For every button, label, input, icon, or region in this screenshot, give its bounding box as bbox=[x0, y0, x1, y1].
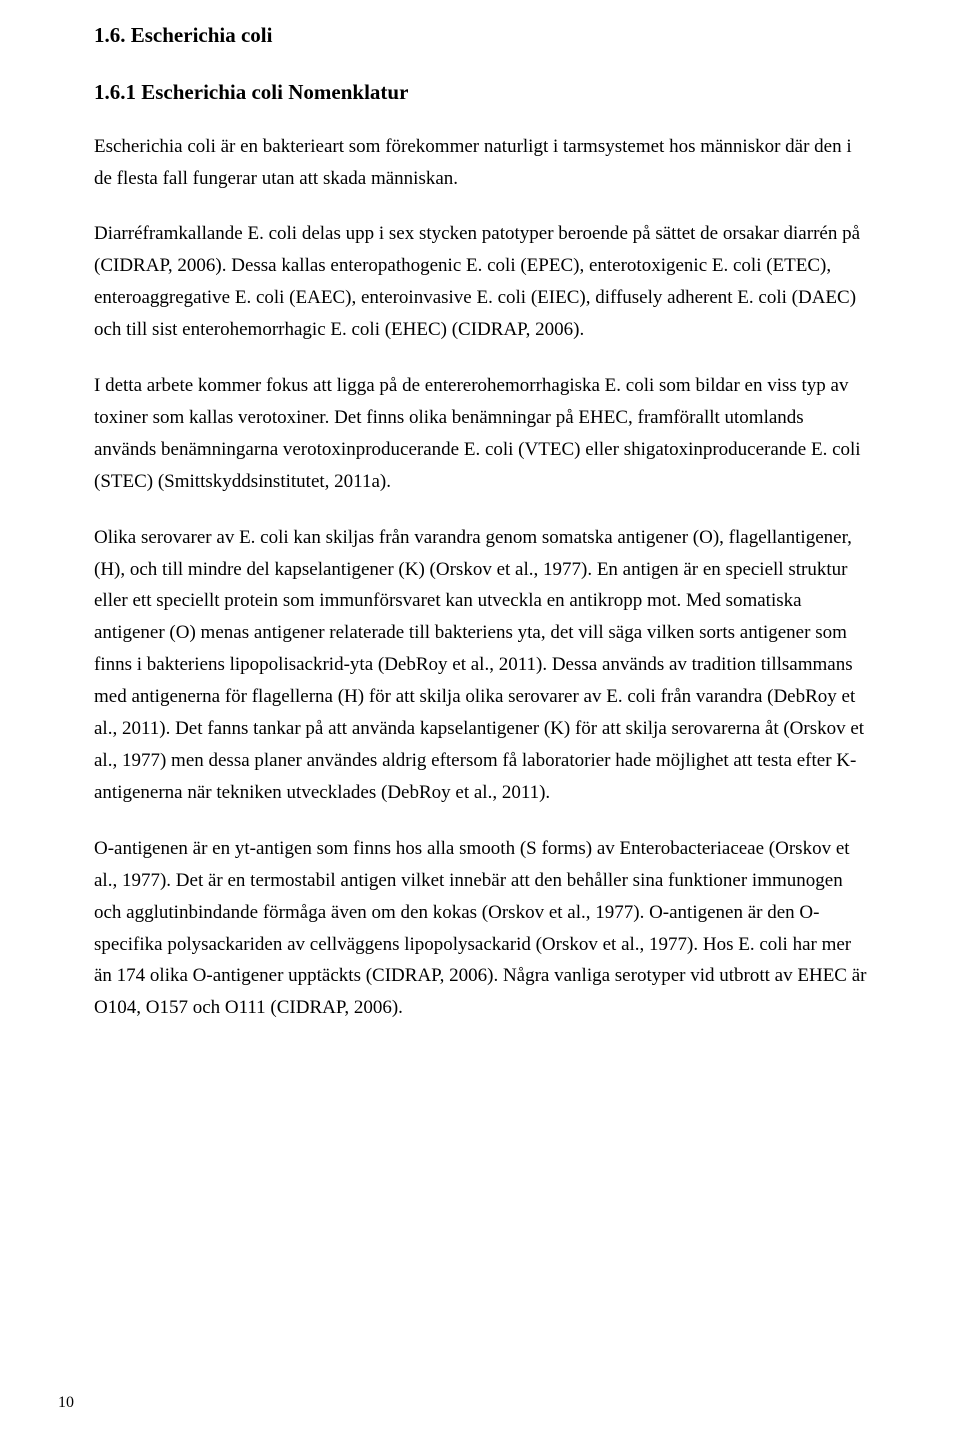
section-heading-1-6: 1.6. Escherichia coli bbox=[94, 22, 868, 49]
body-paragraph: I detta arbete kommer fokus att ligga på… bbox=[94, 370, 868, 498]
body-paragraph: Olika serovarer av E. coli kan skiljas f… bbox=[94, 522, 868, 809]
body-paragraph: Diarréframkallande E. coli delas upp i s… bbox=[94, 218, 868, 346]
page-number: 10 bbox=[58, 1394, 74, 1412]
section-heading-1-6-1: 1.6.1 Escherichia coli Nomenklatur bbox=[94, 79, 868, 106]
body-paragraph: Escherichia coli är en bakterieart som f… bbox=[94, 131, 868, 195]
body-paragraph: O-antigenen är en yt-antigen som finns h… bbox=[94, 833, 868, 1024]
document-page: 1.6. Escherichia coli 1.6.1 Escherichia … bbox=[0, 0, 960, 1442]
